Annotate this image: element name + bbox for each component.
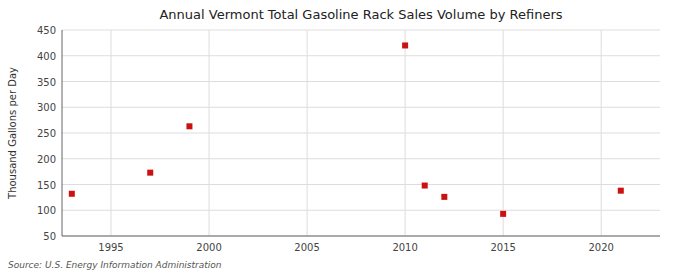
grid xyxy=(62,30,660,236)
x-grid-line xyxy=(601,30,602,236)
title: Annual Vermont Total Gasoline Rack Sales… xyxy=(159,7,562,22)
x-tick-label: 2015 xyxy=(490,242,515,253)
y-tick-label: 450 xyxy=(37,25,56,36)
x-tick-label: 2000 xyxy=(196,242,221,253)
y-tick-label: 150 xyxy=(37,180,56,191)
y-tick-label: 50 xyxy=(43,231,56,242)
y-grid-line xyxy=(62,55,660,56)
y-grid-line xyxy=(62,158,660,159)
y-grid-line xyxy=(62,30,660,31)
point xyxy=(69,191,75,197)
y-axis-label: Thousand Gallons per Day xyxy=(7,67,18,200)
y-grid-line xyxy=(62,236,660,237)
x-grid-line xyxy=(405,30,406,236)
y-tick-label: 400 xyxy=(37,51,56,62)
point xyxy=(441,194,447,200)
point xyxy=(618,188,624,194)
point xyxy=(186,123,192,129)
x-grid-line xyxy=(111,30,112,236)
y-grid-line xyxy=(62,133,660,134)
y-tick-label: 350 xyxy=(37,77,56,88)
y-tick-label: 250 xyxy=(37,128,56,139)
point xyxy=(500,211,506,217)
x-grid-line xyxy=(209,30,210,236)
x-grid-line xyxy=(307,30,308,236)
y-tick-label: 100 xyxy=(37,205,56,216)
x-tick-label: 2010 xyxy=(392,242,417,253)
x-tick-label: 1995 xyxy=(98,242,123,253)
y-tick-label: 300 xyxy=(37,102,56,113)
x-tick-label: 2020 xyxy=(588,242,613,253)
y-axis-line xyxy=(62,30,63,236)
x-axis-line xyxy=(62,236,660,237)
point xyxy=(402,42,408,48)
source: Source: U.S. Energy Information Administ… xyxy=(8,260,222,270)
chart: 50 100 150 200 250 300 350 400 450 1995 2000 2005 20… xyxy=(0,0,675,275)
points xyxy=(69,42,624,216)
y-grid-line xyxy=(62,210,660,211)
x-grid-line xyxy=(503,30,504,236)
y-grid-line xyxy=(62,81,660,82)
point xyxy=(147,170,153,176)
y-grid-line xyxy=(62,107,660,108)
y-grid-line xyxy=(62,184,660,185)
point xyxy=(422,183,428,189)
x-tick-label: 2005 xyxy=(294,242,319,253)
y-tick-label: 200 xyxy=(37,154,56,165)
